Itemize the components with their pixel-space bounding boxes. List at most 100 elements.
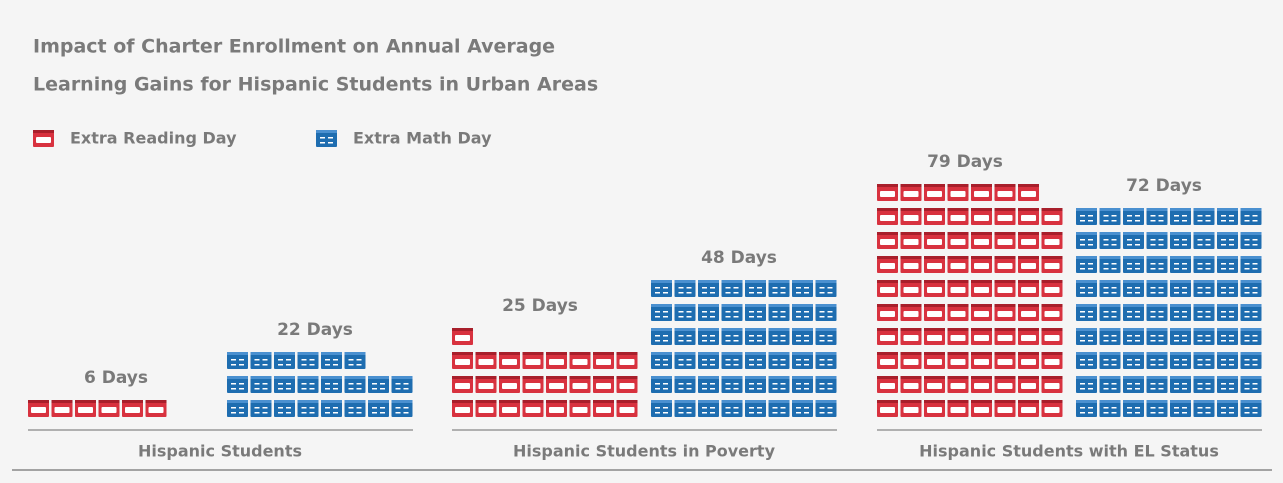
icon-strip bbox=[1041, 352, 1063, 355]
icon-glyph bbox=[772, 359, 778, 361]
icon-glyph bbox=[231, 388, 236, 390]
icon-glyph bbox=[1111, 311, 1117, 313]
icon-strip bbox=[344, 376, 366, 379]
icon-glyph bbox=[927, 335, 942, 341]
icon bbox=[877, 304, 898, 321]
icon-glyph bbox=[1158, 292, 1164, 294]
icon bbox=[674, 400, 696, 417]
icon bbox=[1240, 208, 1262, 225]
icon bbox=[924, 400, 945, 417]
icon-glyph bbox=[1252, 316, 1258, 318]
icon bbox=[1123, 232, 1144, 249]
icon bbox=[745, 304, 766, 321]
chart-title: Impact of Charter Enrollment on Annual A… bbox=[33, 36, 555, 58]
icon bbox=[768, 352, 790, 369]
legend-icon bbox=[316, 130, 337, 147]
icon-glyph bbox=[678, 388, 684, 390]
icon-glyph bbox=[819, 364, 825, 366]
icon bbox=[593, 376, 614, 393]
icon-strip bbox=[900, 208, 922, 211]
icon bbox=[297, 352, 319, 369]
icon bbox=[877, 184, 898, 201]
icon-strip bbox=[745, 400, 766, 403]
icon-glyph bbox=[710, 412, 715, 414]
icon-strip bbox=[768, 304, 790, 307]
icon-glyph bbox=[1229, 263, 1234, 265]
icon-glyph bbox=[278, 383, 283, 385]
icon-strip bbox=[971, 184, 992, 187]
icon-glyph bbox=[725, 388, 731, 390]
icon-glyph bbox=[678, 287, 684, 289]
icon-strip bbox=[1018, 376, 1039, 379]
icon-strip bbox=[994, 280, 1016, 283]
icon-glyph bbox=[1182, 364, 1187, 366]
icon-strip bbox=[1240, 400, 1262, 403]
icon bbox=[616, 400, 638, 417]
icon-glyph bbox=[254, 364, 260, 366]
icon-glyph bbox=[572, 383, 588, 389]
icon-glyph bbox=[403, 412, 409, 414]
icon-strip bbox=[1146, 376, 1168, 379]
icon-strip bbox=[51, 400, 73, 403]
icon-glyph bbox=[757, 316, 762, 318]
icon-glyph bbox=[1103, 316, 1109, 318]
icon bbox=[815, 352, 837, 369]
icon-glyph bbox=[1205, 359, 1211, 361]
icon-strip bbox=[947, 184, 969, 187]
icon-strip bbox=[1099, 376, 1121, 379]
icon-glyph bbox=[1182, 407, 1187, 409]
icon-strip bbox=[815, 328, 837, 331]
icon-strip bbox=[877, 304, 898, 307]
icon-strip bbox=[1146, 208, 1168, 211]
icon-glyph bbox=[356, 412, 362, 414]
icon-strip bbox=[1123, 280, 1144, 283]
icon-glyph bbox=[333, 407, 338, 409]
icon-strip bbox=[1099, 304, 1121, 307]
icon-glyph bbox=[757, 364, 762, 366]
legend-icon-glyph bbox=[36, 137, 51, 143]
icon bbox=[651, 304, 672, 321]
icon-glyph bbox=[1080, 412, 1085, 414]
icon bbox=[1099, 232, 1121, 249]
icon bbox=[1076, 376, 1097, 393]
icon-strip bbox=[877, 184, 898, 187]
icon-glyph bbox=[749, 383, 754, 385]
icon-strip bbox=[1193, 256, 1215, 259]
icon-glyph bbox=[927, 311, 942, 317]
icon bbox=[452, 328, 473, 345]
icon-glyph bbox=[1205, 287, 1211, 289]
icon-glyph bbox=[1103, 364, 1109, 366]
icon bbox=[698, 328, 719, 345]
icon-strip bbox=[1217, 376, 1238, 379]
icon-strip bbox=[1146, 352, 1168, 355]
icon-glyph bbox=[827, 292, 833, 294]
icon-strip bbox=[745, 280, 766, 283]
icon bbox=[321, 400, 342, 417]
icon bbox=[971, 352, 992, 369]
icon-glyph bbox=[1205, 215, 1211, 217]
icon bbox=[1170, 208, 1191, 225]
icon-glyph bbox=[1221, 340, 1226, 342]
icon-glyph bbox=[1111, 340, 1117, 342]
icon bbox=[900, 280, 922, 297]
icon-glyph bbox=[903, 263, 919, 269]
icon-glyph bbox=[1244, 407, 1250, 409]
icon-glyph bbox=[1150, 287, 1156, 289]
icon-strip bbox=[616, 400, 638, 403]
icon bbox=[1018, 256, 1039, 273]
icon bbox=[745, 280, 766, 297]
icon-strip bbox=[1170, 280, 1191, 283]
icon-strip bbox=[947, 280, 969, 283]
icon-strip bbox=[1018, 280, 1039, 283]
icon-glyph bbox=[309, 364, 315, 366]
icon-glyph bbox=[231, 364, 236, 366]
icon-glyph bbox=[702, 407, 707, 409]
icon-glyph bbox=[309, 359, 315, 361]
icon-glyph bbox=[1244, 388, 1250, 390]
icon-strip bbox=[947, 256, 969, 259]
icon-glyph bbox=[827, 364, 833, 366]
icon-glyph bbox=[1135, 316, 1140, 318]
icon-glyph bbox=[663, 412, 668, 414]
icon-glyph bbox=[1244, 335, 1250, 337]
icon-glyph bbox=[827, 412, 833, 414]
